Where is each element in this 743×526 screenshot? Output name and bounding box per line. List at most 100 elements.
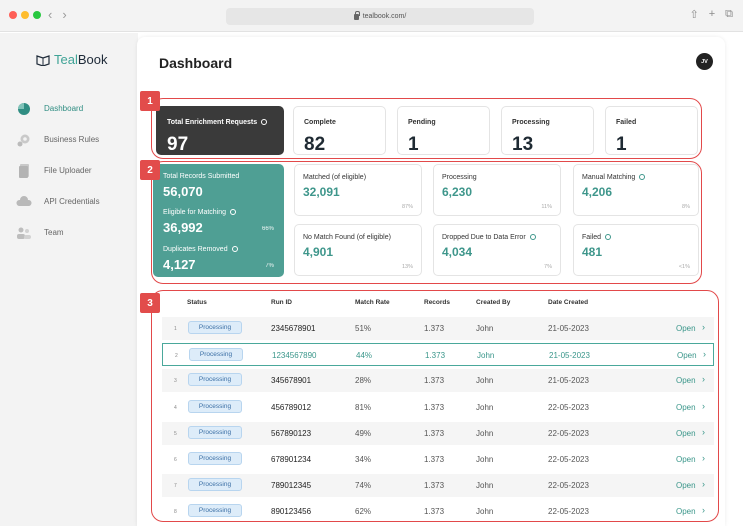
chevron-right-icon[interactable]: › xyxy=(702,479,705,489)
match-rate-cell: 28% xyxy=(355,376,372,385)
metric-card-failed[interactable]: Failed 481 <1% xyxy=(573,224,699,276)
metric-card-processing[interactable]: Processing 6,230 11% xyxy=(433,164,561,216)
status-badge: Processing xyxy=(188,373,242,386)
column-header-status[interactable]: Status xyxy=(187,299,207,306)
summary-label: Complete xyxy=(304,119,336,126)
summary-value: 97 xyxy=(167,134,189,155)
records-cell: 1.373 xyxy=(424,429,445,438)
info-icon[interactable] xyxy=(639,174,646,181)
summary-card-complete[interactable]: Complete 82 xyxy=(293,106,386,155)
table-row[interactable]: 2 Processing 1234567890 44% 1.373 John 21-05-2… xyxy=(162,343,714,366)
date-created-cell: 21-05-2023 xyxy=(548,376,589,385)
sidebar-item-business-rules[interactable]: Business Rules xyxy=(16,124,100,155)
summary-card-failed[interactable]: Failed 1 xyxy=(605,106,698,155)
table-row[interactable]: 8 Processing 890123456 62% 1.373 John 22-05-20… xyxy=(162,500,714,523)
table-row[interactable]: 5 Processing 567890123 49% 1.373 John 22-05-20… xyxy=(162,422,714,445)
metric-value: 32,091 xyxy=(303,185,340,199)
open-link[interactable]: Open xyxy=(676,429,696,438)
open-link[interactable]: Open xyxy=(676,376,696,385)
row-number: 6 xyxy=(174,457,177,463)
chevron-right-icon[interactable]: › xyxy=(702,374,705,384)
page-title: Dashboard xyxy=(159,55,233,71)
duplicates-percent: 7% xyxy=(265,263,274,269)
status-badge: Processing xyxy=(188,504,242,517)
created-by-cell: John xyxy=(476,376,494,385)
run-id-cell: 2345678901 xyxy=(271,324,316,333)
info-icon[interactable] xyxy=(261,119,268,126)
column-header-records[interactable]: Records xyxy=(424,299,451,306)
column-header-date-created[interactable]: Date Created xyxy=(548,299,589,306)
open-link[interactable]: Open xyxy=(676,481,696,490)
chevron-right-icon[interactable]: › xyxy=(62,7,67,22)
metric-percent: 11% xyxy=(541,204,552,210)
metric-card-manual-matching[interactable]: Manual Matching 4,206 8% xyxy=(573,164,699,216)
info-icon[interactable] xyxy=(605,234,612,241)
summary-value: 82 xyxy=(304,134,326,155)
chevron-left-icon[interactable]: ‹ xyxy=(48,7,53,22)
table-row[interactable]: 3 Processing 345678901 28% 1.373 John 21-05-20… xyxy=(162,369,714,392)
open-link[interactable]: Open xyxy=(676,403,696,412)
summary-label: Pending xyxy=(408,119,436,126)
row-number: 3 xyxy=(174,378,177,384)
chevron-right-icon[interactable]: › xyxy=(702,427,705,437)
chevron-right-icon[interactable]: › xyxy=(702,505,705,515)
column-header-created-by[interactable]: Created By xyxy=(476,299,511,306)
sidebar: TealBook Dashboard Business Rules File U… xyxy=(0,33,138,526)
date-created-cell: 22-05-2023 xyxy=(548,507,589,516)
info-icon[interactable] xyxy=(231,246,238,253)
metric-percent: 87% xyxy=(401,204,413,210)
records-cell: 1.373 xyxy=(425,351,446,360)
tabs-overview-icon[interactable]: ⧉ xyxy=(725,8,733,20)
avatar[interactable]: JV xyxy=(696,53,713,70)
chevron-right-icon[interactable]: › xyxy=(702,322,705,332)
table-row[interactable]: 4 Processing 456789012 81% 1.373 John 22-05-20… xyxy=(162,396,714,419)
maximize-window-button[interactable] xyxy=(33,11,41,19)
table-row[interactable]: 1 Processing 2345678901 51% 1.373 John 21-05-2… xyxy=(162,317,714,340)
metric-card-dropped[interactable]: Dropped Due to Data Error 4,034 7% xyxy=(433,224,561,276)
chevron-right-icon[interactable]: › xyxy=(702,453,705,463)
chevron-right-icon[interactable]: › xyxy=(703,349,706,359)
close-window-button[interactable] xyxy=(9,11,17,19)
metric-card-matched[interactable]: Matched (of eligible) 32,091 87% xyxy=(294,164,422,216)
new-tab-icon[interactable]: + xyxy=(708,8,716,20)
sidebar-item-file-uploader[interactable]: File Uploader xyxy=(16,155,100,186)
chevron-right-icon[interactable]: › xyxy=(702,401,705,411)
match-rate-cell: 51% xyxy=(355,324,372,333)
share-icon[interactable]: ⇧ xyxy=(689,9,699,21)
metric-value: 4,901 xyxy=(303,245,334,259)
sidebar-item-label: Business Rules xyxy=(44,135,100,144)
records-cell: 1.373 xyxy=(424,376,445,385)
metric-value: 481 xyxy=(582,245,603,259)
summary-value: 1 xyxy=(616,134,627,155)
records-cell: 1.373 xyxy=(424,455,445,464)
gear-icon xyxy=(17,134,30,146)
summary-card-total[interactable]: Total Enrichment Requests 97 xyxy=(156,106,284,155)
status-badge: Processing xyxy=(188,400,242,413)
file-icon xyxy=(19,163,29,178)
tealbook-logo[interactable]: TealBook xyxy=(36,52,108,67)
open-link[interactable]: Open xyxy=(676,455,696,464)
column-header-run-id[interactable]: Run ID xyxy=(271,299,292,306)
sidebar-item-team[interactable]: Team xyxy=(16,217,100,248)
metric-card-no-match[interactable]: No Match Found (of eligible) 4,901 13% xyxy=(294,224,422,276)
created-by-cell: John xyxy=(477,351,495,360)
column-header-match-rate[interactable]: Match Rate xyxy=(355,299,390,306)
minimize-window-button[interactable] xyxy=(21,11,29,19)
metric-label: Processing xyxy=(442,174,477,181)
summary-card-pending[interactable]: Pending 1 xyxy=(397,106,490,155)
info-icon[interactable] xyxy=(230,209,237,216)
sidebar-item-dashboard[interactable]: Dashboard xyxy=(16,93,100,124)
address-bar[interactable]: tealbook.com/ xyxy=(226,8,534,25)
url-text: tealbook.com/ xyxy=(362,13,407,20)
table-row[interactable]: 7 Processing 789012345 74% 1.373 John 22-05-20… xyxy=(162,474,714,497)
records-summary-card: Total Records Submitted 56,070 Eligible … xyxy=(153,164,284,277)
open-link[interactable]: Open xyxy=(676,324,696,333)
table-row[interactable]: 6 Processing 678901234 34% 1.373 John 22-05-20… xyxy=(162,448,714,471)
open-link[interactable]: Open xyxy=(676,507,696,516)
summary-card-processing[interactable]: Processing 13 xyxy=(501,106,594,155)
info-icon[interactable] xyxy=(529,234,536,241)
sidebar-item-api-credentials[interactable]: API Credentials xyxy=(16,186,100,217)
logo-text-teal: Teal xyxy=(54,52,78,67)
annotation-badge-1: 1 xyxy=(140,91,160,111)
open-link[interactable]: Open xyxy=(677,351,697,360)
